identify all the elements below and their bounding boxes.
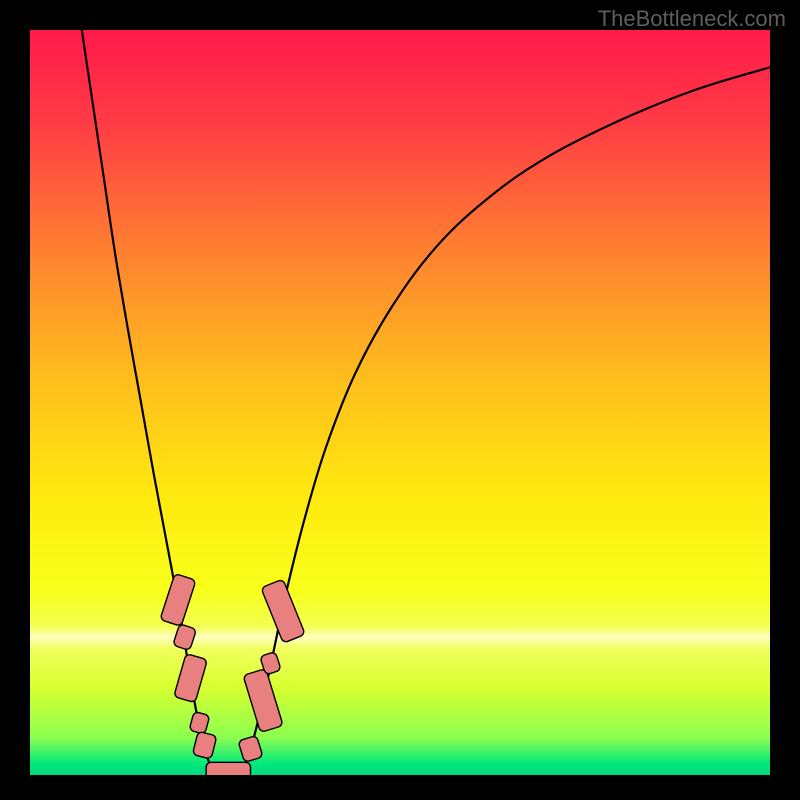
chart-frame: TheBottleneck.com	[0, 0, 800, 800]
watermark-text: TheBottleneck.com	[598, 6, 786, 32]
bottleneck-chart	[30, 30, 770, 775]
data-marker	[206, 762, 250, 775]
plot-area	[30, 30, 770, 775]
